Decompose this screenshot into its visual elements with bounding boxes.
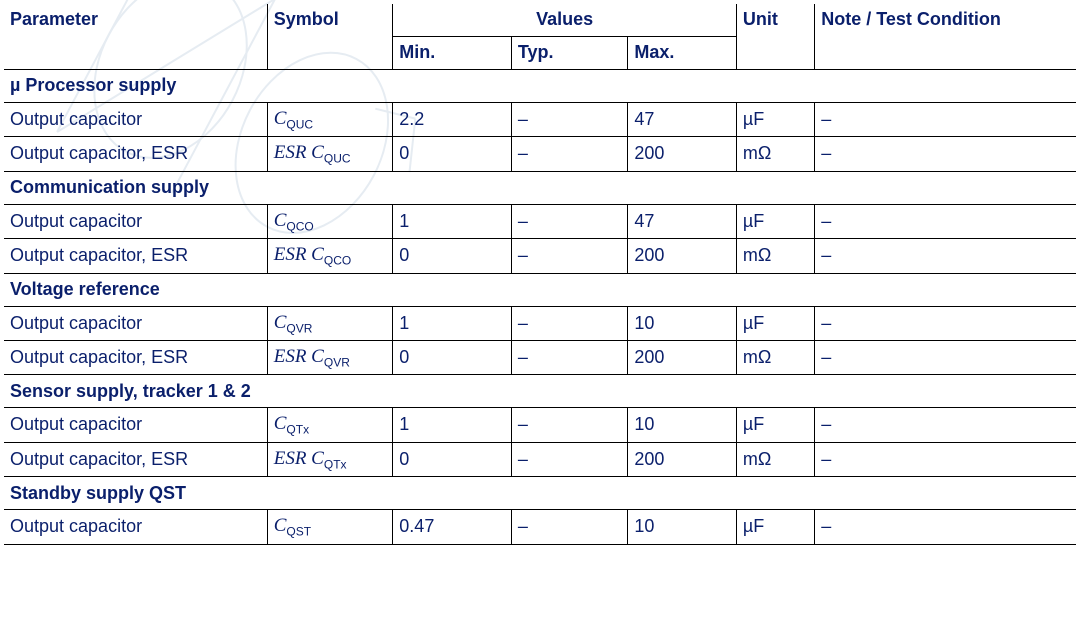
table-row: Output capacitor, ESRESR CQTx0–200mΩ– bbox=[4, 442, 1076, 476]
cell-symbol: ESR CQVR bbox=[267, 340, 393, 374]
cell-max: 200 bbox=[628, 239, 737, 273]
col-max: Max. bbox=[628, 37, 737, 70]
col-symbol: Symbol bbox=[267, 4, 393, 70]
cell-unit: µF bbox=[736, 204, 814, 238]
section-title: Voltage reference bbox=[4, 273, 1076, 306]
cell-parameter: Output capacitor, ESR bbox=[4, 137, 267, 171]
cell-note: – bbox=[815, 239, 1076, 273]
cell-symbol: CQTx bbox=[267, 408, 393, 442]
cell-unit: µF bbox=[736, 510, 814, 544]
table-row: Output capacitorCQST0.47–10µF– bbox=[4, 510, 1076, 544]
cell-unit: µF bbox=[736, 408, 814, 442]
cell-note: – bbox=[815, 204, 1076, 238]
cell-max: 10 bbox=[628, 510, 737, 544]
cell-min: 2.2 bbox=[393, 103, 512, 137]
col-parameter: Parameter bbox=[4, 4, 267, 70]
cell-unit: mΩ bbox=[736, 137, 814, 171]
cell-note: – bbox=[815, 103, 1076, 137]
cell-unit: mΩ bbox=[736, 340, 814, 374]
table-row: Output capacitor, ESRESR CQUC0–200mΩ– bbox=[4, 137, 1076, 171]
section-title: Standby supply QST bbox=[4, 477, 1076, 510]
cell-symbol: ESR CQCO bbox=[267, 239, 393, 273]
col-typ: Typ. bbox=[511, 37, 628, 70]
cell-symbol: CQVR bbox=[267, 306, 393, 340]
cell-unit: mΩ bbox=[736, 442, 814, 476]
cell-min: 0 bbox=[393, 442, 512, 476]
cell-symbol: CQST bbox=[267, 510, 393, 544]
cell-max: 200 bbox=[628, 137, 737, 171]
cell-typ: – bbox=[511, 408, 628, 442]
cell-note: – bbox=[815, 442, 1076, 476]
cell-min: 1 bbox=[393, 306, 512, 340]
section-title: µ Processor supply bbox=[4, 70, 1076, 103]
cell-typ: – bbox=[511, 340, 628, 374]
cell-typ: – bbox=[511, 103, 628, 137]
cell-parameter: Output capacitor, ESR bbox=[4, 239, 267, 273]
cell-parameter: Output capacitor bbox=[4, 408, 267, 442]
cell-note: – bbox=[815, 306, 1076, 340]
cell-max: 200 bbox=[628, 340, 737, 374]
cell-note: – bbox=[815, 137, 1076, 171]
cell-max: 47 bbox=[628, 204, 737, 238]
cell-typ: – bbox=[511, 442, 628, 476]
cell-typ: – bbox=[511, 239, 628, 273]
col-values: Values bbox=[393, 4, 737, 37]
cell-symbol: ESR CQTx bbox=[267, 442, 393, 476]
table-row: Output capacitor, ESRESR CQCO0–200mΩ– bbox=[4, 239, 1076, 273]
cell-min: 0 bbox=[393, 137, 512, 171]
cell-parameter: Output capacitor bbox=[4, 103, 267, 137]
table-row: Output capacitorCQVR1–10µF– bbox=[4, 306, 1076, 340]
table-row: Output capacitorCQCO1–47µF– bbox=[4, 204, 1076, 238]
table-row: Output capacitorCQTx1–10µF– bbox=[4, 408, 1076, 442]
cell-unit: µF bbox=[736, 306, 814, 340]
cell-max: 10 bbox=[628, 306, 737, 340]
cell-parameter: Output capacitor, ESR bbox=[4, 340, 267, 374]
section-title: Sensor supply, tracker 1 & 2 bbox=[4, 375, 1076, 408]
cell-note: – bbox=[815, 340, 1076, 374]
cell-parameter: Output capacitor bbox=[4, 306, 267, 340]
cell-max: 10 bbox=[628, 408, 737, 442]
cell-typ: – bbox=[511, 306, 628, 340]
cell-typ: – bbox=[511, 204, 628, 238]
cell-symbol: ESR CQUC bbox=[267, 137, 393, 171]
cell-min: 0.47 bbox=[393, 510, 512, 544]
cell-unit: µF bbox=[736, 103, 814, 137]
cell-typ: – bbox=[511, 510, 628, 544]
cell-min: 1 bbox=[393, 408, 512, 442]
cell-max: 47 bbox=[628, 103, 737, 137]
cell-parameter: Output capacitor, ESR bbox=[4, 442, 267, 476]
cell-max: 200 bbox=[628, 442, 737, 476]
cell-parameter: Output capacitor bbox=[4, 510, 267, 544]
cell-symbol: CQCO bbox=[267, 204, 393, 238]
cell-unit: mΩ bbox=[736, 239, 814, 273]
col-min: Min. bbox=[393, 37, 512, 70]
table-row: Output capacitor, ESRESR CQVR0–200mΩ– bbox=[4, 340, 1076, 374]
col-note: Note / Test Condition bbox=[815, 4, 1076, 70]
cell-min: 1 bbox=[393, 204, 512, 238]
cell-note: – bbox=[815, 510, 1076, 544]
col-unit: Unit bbox=[736, 4, 814, 70]
cell-min: 0 bbox=[393, 340, 512, 374]
cell-note: – bbox=[815, 408, 1076, 442]
parameters-table: Parameter Symbol Values Unit Note / Test… bbox=[4, 4, 1076, 545]
section-title: Communication supply bbox=[4, 171, 1076, 204]
cell-typ: – bbox=[511, 137, 628, 171]
cell-min: 0 bbox=[393, 239, 512, 273]
cell-parameter: Output capacitor bbox=[4, 204, 267, 238]
table-row: Output capacitorCQUC2.2–47µF– bbox=[4, 103, 1076, 137]
cell-symbol: CQUC bbox=[267, 103, 393, 137]
